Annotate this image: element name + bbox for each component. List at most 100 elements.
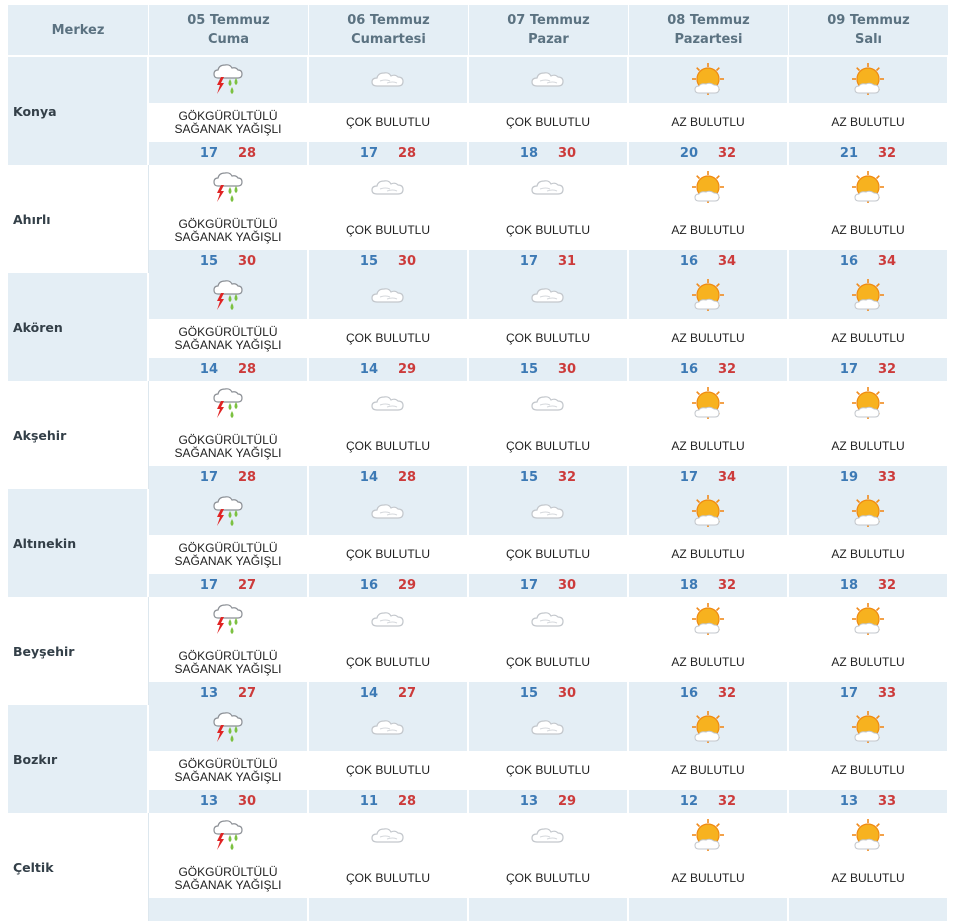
weather-description-line1: AZ BULUTLU bbox=[671, 439, 745, 453]
weather-description: AZ BULUTLU bbox=[629, 643, 787, 682]
table-row: Akşehir GÖKGÜRÜLTÜLÜ SAĞANAK YAĞIŞLI 17 28 ÇO… bbox=[8, 379, 949, 489]
sun-cloud-icon bbox=[688, 62, 728, 98]
table-header: Merkez 05 Temmuz Cuma 06 Temmuz Cumartesi … bbox=[8, 5, 949, 55]
max-temperature: 33 bbox=[878, 470, 897, 485]
weather-icon-cell bbox=[629, 597, 787, 643]
max-temperature: 32 bbox=[558, 470, 577, 485]
max-temperature: 32 bbox=[718, 578, 737, 593]
thunderstorm-rain-icon bbox=[208, 62, 248, 98]
weather-description: ÇOK BULUTLU bbox=[309, 643, 467, 682]
weather-icon-cell bbox=[309, 489, 467, 535]
weather-description: GÖKGÜRÜLTÜLÜ SAĞANAK YAĞIŞLI bbox=[149, 103, 307, 142]
day-forecast-cell: ÇOK BULUTLU 14 28 bbox=[309, 381, 469, 489]
temperature-range: 11 28 bbox=[309, 790, 467, 813]
min-temperature: 16 bbox=[839, 254, 858, 269]
min-temperature: 11 bbox=[359, 794, 378, 809]
day-forecast-cell: AZ BULUTLU 21 32 bbox=[789, 57, 949, 165]
city-name[interactable]: Akören bbox=[8, 273, 149, 381]
min-temperature: 14 bbox=[359, 362, 378, 377]
weather-description: ÇOK BULUTLU bbox=[469, 319, 627, 358]
weather-description-line1: AZ BULUTLU bbox=[831, 763, 905, 777]
day-forecast-cell: AZ BULUTLU 19 33 bbox=[789, 381, 949, 489]
day-forecast-cell: ÇOK BULUTLU bbox=[309, 813, 469, 921]
temperature-range: 20 32 bbox=[629, 142, 787, 165]
weather-icon-cell bbox=[309, 165, 467, 211]
thunderstorm-rain-icon bbox=[208, 278, 248, 314]
weather-description: ÇOK BULUTLU bbox=[309, 427, 467, 466]
city-name[interactable]: Beyşehir bbox=[8, 597, 149, 705]
header-weekday: Pazar bbox=[528, 32, 569, 47]
min-temperature: 14 bbox=[199, 362, 218, 377]
weather-icon-cell bbox=[789, 813, 947, 859]
weather-description-line1: AZ BULUTLU bbox=[671, 331, 745, 345]
weather-description: GÖKGÜRÜLTÜLÜ SAĞANAK YAĞIŞLI bbox=[149, 859, 307, 898]
weather-icon-cell bbox=[469, 705, 627, 751]
temperature-range: 14 28 bbox=[309, 466, 467, 489]
weather-icon-cell bbox=[469, 597, 627, 643]
cloud-icon bbox=[528, 282, 568, 310]
min-temperature: 15 bbox=[519, 362, 538, 377]
min-temperature: 15 bbox=[519, 686, 538, 701]
weather-description-line1: AZ BULUTLU bbox=[671, 871, 745, 885]
max-temperature: 28 bbox=[238, 362, 257, 377]
header-weekday: Salı bbox=[854, 32, 883, 47]
min-temperature: 17 bbox=[839, 686, 858, 701]
max-temperature: 32 bbox=[718, 686, 737, 701]
day-forecast-cell: AZ BULUTLU 12 32 bbox=[629, 705, 789, 813]
max-temperature: 30 bbox=[558, 146, 577, 161]
header-merkez: Merkez bbox=[8, 5, 149, 55]
day-forecast-cell: AZ BULUTLU 18 32 bbox=[629, 489, 789, 597]
city-name[interactable]: Bozkır bbox=[8, 705, 149, 813]
weather-description: ÇOK BULUTLU bbox=[309, 211, 467, 250]
weather-description: ÇOK BULUTLU bbox=[469, 211, 627, 250]
temperature-range: 17 30 bbox=[469, 574, 627, 597]
max-temperature: 28 bbox=[238, 470, 257, 485]
city-name[interactable]: Çeltik bbox=[8, 813, 149, 921]
max-temperature: 34 bbox=[878, 254, 897, 269]
temperature-range: 15 30 bbox=[309, 250, 467, 273]
weather-description: ÇOK BULUTLU bbox=[309, 859, 467, 898]
weather-icon-cell bbox=[309, 57, 467, 103]
weather-icon-cell bbox=[149, 381, 307, 427]
city-name[interactable]: Ahırlı bbox=[8, 165, 149, 273]
sun-cloud-icon bbox=[848, 494, 888, 530]
weather-icon-cell bbox=[149, 597, 307, 643]
temperature-range: 18 30 bbox=[469, 142, 627, 165]
weather-description-line1: ÇOK BULUTLU bbox=[505, 763, 591, 777]
weather-icon-cell bbox=[309, 273, 467, 319]
min-temperature: 13 bbox=[199, 686, 218, 701]
thunderstorm-rain-icon bbox=[208, 710, 248, 746]
min-temperature: 17 bbox=[359, 146, 378, 161]
weather-description: AZ BULUTLU bbox=[789, 859, 947, 898]
day-forecast-cell: ÇOK BULUTLU 18 30 bbox=[469, 57, 629, 165]
weather-description: GÖKGÜRÜLTÜLÜ SAĞANAK YAĞIŞLI bbox=[149, 751, 307, 790]
weather-icon-cell bbox=[149, 165, 307, 211]
cloud-icon bbox=[528, 66, 568, 94]
weather-description-line1: GÖKGÜRÜLTÜLÜ bbox=[178, 648, 278, 663]
city-name[interactable]: Konya bbox=[8, 57, 149, 165]
weather-icon-cell bbox=[149, 705, 307, 751]
day-forecast-cell: GÖKGÜRÜLTÜLÜ SAĞANAK YAĞIŞLI 17 28 bbox=[149, 57, 309, 165]
weather-icon-cell bbox=[629, 705, 787, 751]
min-temperature: 17 bbox=[679, 470, 698, 485]
weather-description-line1: GÖKGÜRÜLTÜLÜ bbox=[178, 108, 278, 123]
max-temperature: 32 bbox=[878, 362, 897, 377]
cloud-icon bbox=[528, 606, 568, 634]
weather-description-line1: AZ BULUTLU bbox=[831, 439, 905, 453]
weather-description: AZ BULUTLU bbox=[629, 535, 787, 574]
day-forecast-cell: ÇOK BULUTLU 15 32 bbox=[469, 381, 629, 489]
weather-icon-cell bbox=[629, 813, 787, 859]
thunderstorm-rain-icon bbox=[208, 602, 248, 638]
city-name[interactable]: Altınekin bbox=[8, 489, 149, 597]
day-forecast-cell: GÖKGÜRÜLTÜLÜ SAĞANAK YAĞIŞLI 17 28 bbox=[149, 381, 309, 489]
weather-description: GÖKGÜRÜLTÜLÜ SAĞANAK YAĞIŞLI bbox=[149, 211, 307, 250]
max-temperature: 28 bbox=[398, 470, 417, 485]
min-temperature: 18 bbox=[839, 578, 858, 593]
min-temperature: 15 bbox=[199, 254, 218, 269]
day-forecast-cell: GÖKGÜRÜLTÜLÜ SAĞANAK YAĞIŞLI 17 27 bbox=[149, 489, 309, 597]
temperature-range: 13 29 bbox=[469, 790, 627, 813]
cloud-icon bbox=[528, 390, 568, 418]
day-forecast-cell: ÇOK BULUTLU 17 31 bbox=[469, 165, 629, 273]
header-day-1: 05 Temmuz Cuma bbox=[149, 5, 309, 55]
city-name[interactable]: Akşehir bbox=[8, 381, 149, 489]
